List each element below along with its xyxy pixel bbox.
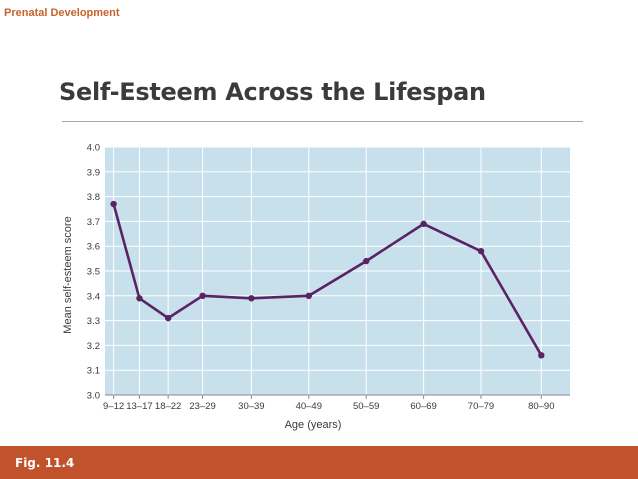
y-tick-label: 3.7 xyxy=(87,217,100,228)
series-line xyxy=(112,203,543,356)
data-point xyxy=(199,292,206,299)
x-tick-label: 40–49 xyxy=(296,401,322,412)
y-tick-label: 3.5 xyxy=(87,267,100,278)
figure-label: Fig. 11.4 xyxy=(15,456,75,470)
y-tick-label: 3.0 xyxy=(87,391,100,402)
header-label: Prenatal Development xyxy=(4,7,120,19)
y-tick-label: 3.8 xyxy=(87,192,100,203)
data-point xyxy=(477,247,485,255)
x-tick-label: 60–69 xyxy=(410,401,436,412)
self-esteem-line-chart: 3.0 3.1 3.2 3.3 3.4 3.5 3.6 3.7 3.8 3.9 4.0 9–12 13–… xyxy=(62,143,570,431)
data-point xyxy=(305,292,312,299)
x-axis-label: Age (years) xyxy=(285,419,342,431)
y-axis-label: Mean self-esteem score xyxy=(62,216,74,333)
y-tick-label: 3.9 xyxy=(87,167,100,178)
x-tick-label: 30–39 xyxy=(238,401,264,412)
x-tick-label: 50–59 xyxy=(353,401,379,412)
data-point xyxy=(110,200,117,208)
y-tick-label: 3.3 xyxy=(87,316,100,327)
x-tick-label: 23–29 xyxy=(189,401,215,412)
x-tick-label: 13–17 xyxy=(126,401,152,412)
title-divider xyxy=(62,121,583,122)
y-tick-label: 3.1 xyxy=(87,366,100,377)
data-point xyxy=(420,220,427,228)
data-point xyxy=(363,257,370,265)
y-tick-label: 3.4 xyxy=(87,291,100,302)
x-tick-label: 80–90 xyxy=(528,401,554,412)
y-tick-label: 3.2 xyxy=(87,341,100,352)
footer-bar xyxy=(0,446,638,479)
x-tick-label: 18–22 xyxy=(155,401,181,412)
y-tick-label: 3.6 xyxy=(87,242,100,253)
slide-title: Self-Esteem Across the Lifespan xyxy=(59,78,486,106)
y-tick-label: 4.0 xyxy=(87,143,100,154)
data-point xyxy=(136,295,143,302)
plot-layer: 3.0 3.1 3.2 3.3 3.4 3.5 3.6 3.7 3.8 3.9 4.0 9–12 13–… xyxy=(87,143,570,412)
x-tick-label: 70–79 xyxy=(468,401,494,412)
x-tick-label: 9–12 xyxy=(103,401,124,412)
data-point xyxy=(164,314,172,322)
data-point xyxy=(248,295,255,302)
data-point xyxy=(538,352,545,359)
